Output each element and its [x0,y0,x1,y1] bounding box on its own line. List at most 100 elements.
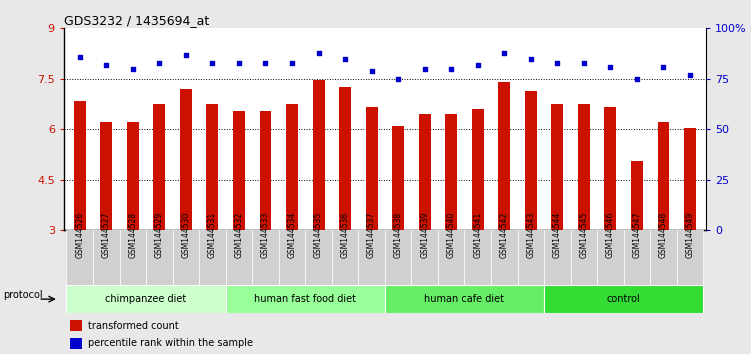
Bar [464,230,491,285]
Bar [623,230,650,285]
Text: GSM144533: GSM144533 [261,211,270,258]
Point [472,62,484,68]
Text: GSM144543: GSM144543 [526,211,535,258]
Text: GSM144537: GSM144537 [367,211,376,258]
Point [101,62,113,68]
Bar [180,89,192,230]
Bar [74,101,86,230]
Point [498,50,510,55]
Bar [101,122,112,230]
Text: GDS3232 / 1435694_at: GDS3232 / 1435694_at [64,14,209,27]
Point [286,60,298,65]
Text: GSM144535: GSM144535 [314,211,323,258]
Text: GSM144526: GSM144526 [75,211,84,258]
Point [631,76,643,82]
Bar [127,122,139,230]
Text: GSM144547: GSM144547 [632,211,641,258]
Bar [312,80,324,230]
Point [180,52,192,57]
Bar [551,104,563,230]
Point [339,56,351,62]
Bar [306,230,332,285]
Bar [358,230,385,285]
Bar [286,104,298,230]
Point [233,60,245,65]
Bar [226,285,385,313]
Point [312,50,324,55]
Bar [438,230,464,285]
Bar [67,285,226,313]
Text: GSM144549: GSM144549 [686,211,695,258]
Text: human cafe diet: human cafe diet [424,294,505,304]
Text: GSM144528: GSM144528 [128,211,137,258]
Text: GSM144545: GSM144545 [579,211,588,258]
Text: GSM144534: GSM144534 [288,211,297,258]
Bar [339,87,351,230]
Bar [650,230,677,285]
Point [207,60,219,65]
Bar [578,104,590,230]
Bar [544,285,703,313]
Text: GSM144541: GSM144541 [473,211,482,258]
Bar [571,230,597,285]
Text: GSM144544: GSM144544 [553,211,562,258]
Point [684,72,696,78]
Bar [226,230,252,285]
Text: percentile rank within the sample: percentile rank within the sample [88,338,253,348]
Bar [119,230,146,285]
Text: GSM144540: GSM144540 [447,211,456,258]
Bar [199,230,226,285]
Bar [279,230,306,285]
Bar [93,230,119,285]
Point [551,60,563,65]
Bar [233,111,245,230]
Bar [499,82,510,230]
Point [418,66,430,72]
Point [153,60,165,65]
Point [74,54,86,59]
Bar [260,111,271,230]
Bar [385,230,412,285]
Bar [207,104,219,230]
Bar [146,230,173,285]
Point [657,64,669,69]
Bar [677,230,703,285]
Bar [419,114,430,230]
Point [445,66,457,72]
Text: GSM144532: GSM144532 [234,211,243,258]
Bar [153,104,165,230]
Text: protocol: protocol [3,290,43,300]
Text: control: control [607,294,641,304]
Text: GSM144539: GSM144539 [421,211,429,258]
Point [605,64,617,69]
Bar [173,230,199,285]
Bar [252,230,279,285]
Bar [597,230,623,285]
Text: human fast food diet: human fast food diet [255,294,356,304]
Text: GSM144542: GSM144542 [499,211,508,258]
Bar [472,109,484,230]
Bar [392,126,404,230]
Bar [658,122,669,230]
Bar [332,230,358,285]
Text: GSM144529: GSM144529 [155,211,164,258]
Point [392,76,404,82]
Text: GSM144548: GSM144548 [659,211,668,258]
Text: GSM144538: GSM144538 [394,211,403,258]
Bar [544,230,571,285]
Text: GSM144536: GSM144536 [341,211,349,258]
Bar [491,230,517,285]
Point [260,60,272,65]
Text: GSM144527: GSM144527 [102,211,111,258]
Point [525,56,537,62]
Text: chimpanzee diet: chimpanzee diet [105,294,187,304]
Point [127,66,139,72]
Bar [366,107,378,230]
Text: transformed count: transformed count [88,321,179,331]
Text: GSM144546: GSM144546 [606,211,615,258]
Bar [412,230,438,285]
Bar [385,285,544,313]
Bar [517,230,544,285]
Bar [525,91,537,230]
Bar [71,338,82,349]
